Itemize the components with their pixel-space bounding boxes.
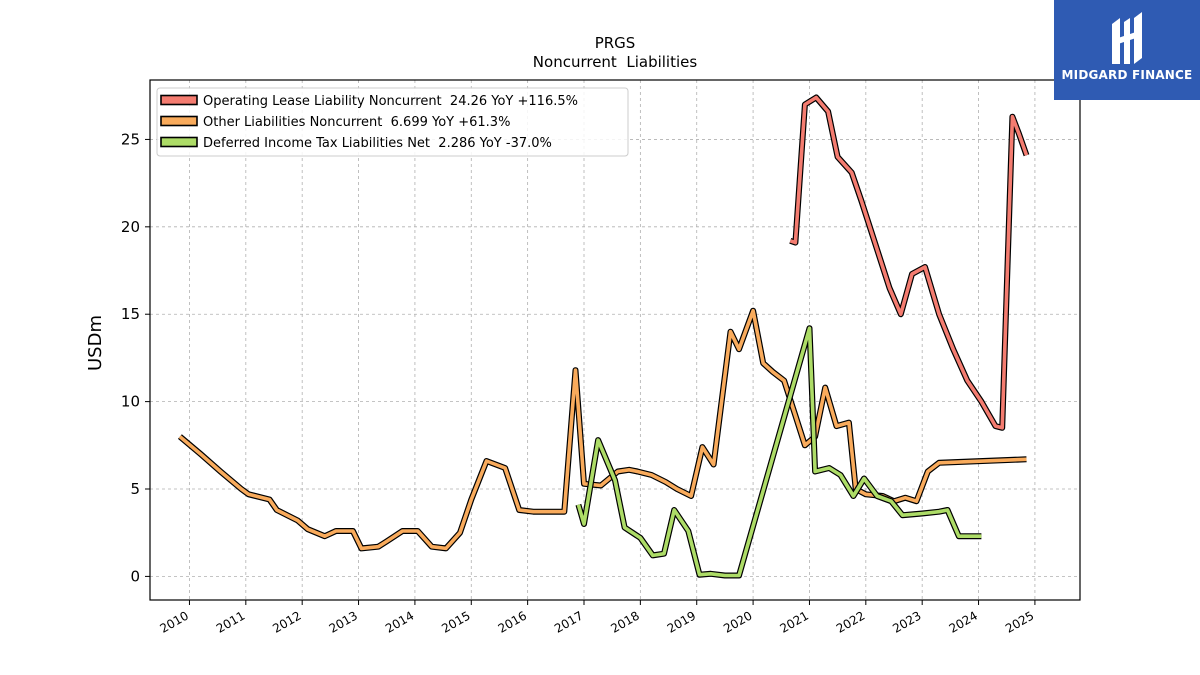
plot-area (149, 79, 1081, 601)
logo-mark-icon (1112, 12, 1142, 64)
x-tick-label: 2025 (1003, 608, 1036, 635)
logo-text: MIDGARD FINANCE (1061, 68, 1193, 82)
x-tick-label: 2019 (665, 608, 698, 635)
series-line (789, 95, 1029, 430)
legend: Operating Lease Liability Noncurrent 24.… (156, 87, 629, 157)
legend-swatch (160, 94, 198, 106)
x-tick-label: 2010 (158, 608, 191, 635)
chart-subtitle: Noncurrent Liabilities (533, 53, 698, 71)
x-tick-label: 2014 (383, 608, 416, 635)
legend-label: Other Liabilities Noncurrent 6.699 YoY +… (203, 115, 510, 130)
brand-logo: MIDGARD FINANCE (1054, 0, 1200, 100)
x-tick-label: 2013 (327, 608, 360, 635)
y-tick-label: 25 (121, 130, 140, 148)
x-tick-label: 2021 (778, 608, 811, 635)
x-tick-label: 2024 (947, 608, 980, 635)
x-tick-label: 2023 (890, 608, 923, 635)
y-tick-label: 5 (130, 480, 140, 498)
x-tick-label: 2017 (552, 608, 585, 635)
y-tick-label: 10 (121, 393, 140, 411)
legend-swatch (160, 136, 198, 148)
legend-box (156, 87, 629, 157)
x-tick-label: 2016 (496, 608, 529, 635)
x-tick-label: 2020 (721, 608, 754, 635)
series-line-outline (789, 94, 1030, 431)
x-tick-label: 2015 (439, 608, 472, 635)
series-lines (177, 94, 1030, 579)
y-tick-label: 20 (121, 218, 140, 236)
x-tick-label: 2018 (608, 608, 641, 635)
series-line (576, 326, 982, 578)
y-tick-label: 0 (130, 567, 140, 585)
y-axis-label: USDm (85, 315, 106, 371)
legend-swatch (160, 115, 198, 127)
y-tick-label: 15 (121, 305, 140, 323)
legend-label: Deferred Income Tax Liabilities Net 2.28… (203, 136, 552, 151)
x-tick-label: 2011 (214, 608, 247, 635)
legend-label: Operating Lease Liability Noncurrent 24.… (203, 94, 578, 109)
x-tick-label: 2012 (270, 608, 303, 635)
x-tick-label: 2022 (834, 608, 867, 635)
grid (150, 80, 1080, 600)
chart-title: PRGS (595, 34, 636, 52)
series-line (178, 308, 1027, 551)
